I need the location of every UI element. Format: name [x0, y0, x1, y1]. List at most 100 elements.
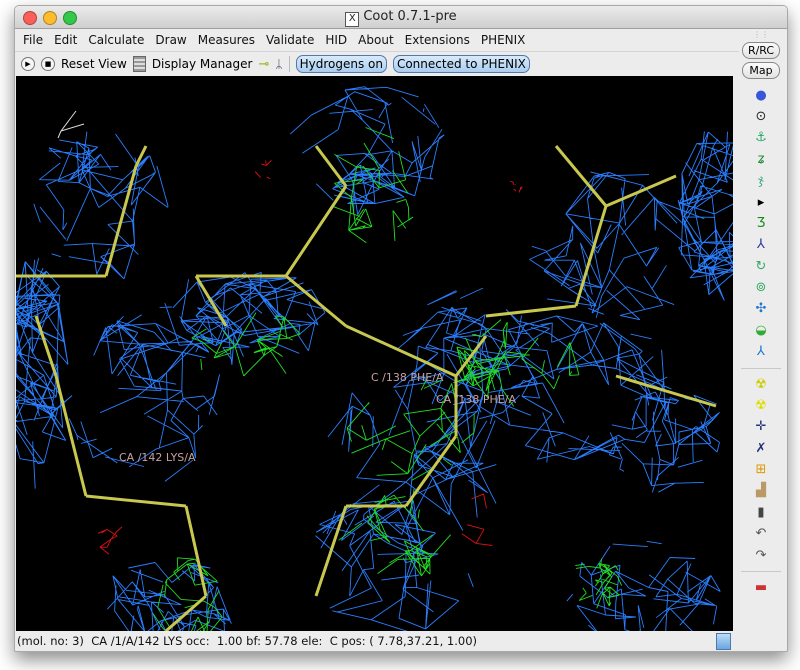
side-chain-icon[interactable]: ◒ [755, 322, 767, 338]
atom-label: C /138 PHE/A [371, 371, 444, 384]
right-toolbar: ⋮⋮ R/RC Map ● ⊙ ⚓ ʑ ჯ ▸ Ʒ ⅄ ↻ ⊚ ✣ ◒ ⅄ ☢ ☢ ✛ ✗ ⊞ ▟ ▮ ↶ ↷ ▬ [735, 30, 787, 632]
3d-viewport[interactable]: C /138 PHE/A CA /138 PHE/A CA /142 LYS/A [16, 76, 733, 631]
real-space-refine-icon[interactable]: Ʒ [756, 215, 766, 231]
coot-window: X Coot 0.7.1-pre File Edit Calculate Draw… [14, 5, 788, 652]
bond [165, 594, 207, 631]
place-atom-icon[interactable]: ✗ [755, 440, 767, 456]
electron-density-mesh [678, 131, 733, 301]
electron-density-mesh-lines [480, 315, 672, 463]
electron-density-mesh [566, 540, 721, 631]
bond [615, 374, 717, 408]
electron-density-mesh [315, 484, 474, 631]
difference-map-negative [97, 526, 123, 555]
bond [314, 505, 348, 597]
menu-measures[interactable]: Measures [197, 33, 255, 47]
difference-map-negative [461, 493, 493, 546]
rigid-body-icon[interactable]: ʑ [757, 151, 765, 167]
hydrogens-toggle[interactable]: Hydrogens on [295, 55, 387, 73]
electron-density-mesh-lines [33, 131, 169, 280]
difference-map-negative [254, 159, 272, 180]
electron-density-mesh [480, 315, 672, 463]
toolbar-separator [288, 56, 290, 72]
bond [284, 185, 348, 277]
flip-peptide-icon[interactable]: ✣ [755, 301, 767, 317]
bond [605, 174, 677, 208]
electron-density-mesh [529, 171, 705, 321]
electron-density-mesh-lines [289, 86, 445, 215]
bond [574, 205, 608, 307]
display-manager-button[interactable]: Display Manager [151, 57, 253, 71]
menu-phenix[interactable]: PHENIX [480, 33, 526, 47]
bond [104, 165, 138, 277]
difference-map-positive [338, 488, 452, 577]
menu-draw[interactable]: Draw [155, 33, 187, 47]
bond [85, 494, 187, 508]
difference-map-negative-lines [461, 493, 493, 546]
rotamer-icon[interactable]: ↻ [755, 258, 767, 274]
menu-file[interactable]: File [23, 33, 44, 47]
hydrogen-molecule-icon[interactable]: ᛦ [275, 57, 283, 71]
undo-icon[interactable]: ↶ [755, 526, 767, 542]
status-indicator [716, 633, 731, 650]
forward-icon[interactable]: ▶ [21, 57, 35, 71]
axes-indicator [57, 110, 85, 139]
add-terminal-icon[interactable]: ⊞ [755, 462, 767, 478]
main-toolbar: ▶ ■ Reset View Display Manager ⊸ ᛦ Hydro… [15, 51, 739, 76]
rotate-translate-icon[interactable]: ⊙ [755, 109, 767, 125]
menu-calculate[interactable]: Calculate [88, 33, 145, 47]
torsion-icon[interactable]: ⊚ [755, 280, 767, 296]
menu-extensions[interactable]: Extensions [404, 33, 470, 47]
electron-density-mesh [106, 562, 232, 631]
zoom-button[interactable] [63, 11, 77, 25]
mutate-icon[interactable]: ☢ [755, 376, 767, 392]
add-atom-icon[interactable]: ✛ [755, 419, 767, 435]
menu-bar: File Edit Calculate Draw Measures Valida… [15, 29, 787, 51]
clear-icon[interactable]: ▟ [756, 483, 766, 499]
bond [194, 275, 228, 327]
auto-fit-rotamer-icon[interactable]: ⅄ [757, 344, 765, 360]
difference-map-positive [575, 558, 623, 609]
arrow-icon[interactable]: ▸ [757, 194, 765, 210]
electron-density-mesh-lines [16, 257, 73, 489]
electron-density-mesh [68, 314, 221, 482]
delete-icon[interactable]: ▮ [757, 504, 765, 520]
minimize-button[interactable] [43, 11, 57, 25]
electron-density-mesh-lines [566, 540, 721, 631]
bond [134, 145, 148, 167]
anchor-icon[interactable]: ⚓ [755, 130, 767, 146]
molecule-map-scene[interactable]: C /138 PHE/A CA /138 PHE/A CA /142 LYS/A [16, 76, 733, 631]
go-to-atom-icon[interactable]: ⊸ [258, 56, 270, 72]
display-manager-icon [132, 56, 146, 72]
bond [184, 505, 208, 597]
difference-map-negative [510, 180, 523, 193]
menu-about[interactable]: About [358, 33, 394, 47]
flag-icon[interactable]: ▬ [754, 579, 768, 595]
electron-density-mesh [289, 86, 445, 215]
electron-density-mesh-lines [68, 314, 221, 482]
bond [54, 375, 88, 497]
reset-view-button[interactable]: Reset View [61, 57, 127, 71]
electron-density-mesh-lines [678, 131, 733, 301]
menu-edit[interactable]: Edit [54, 33, 78, 47]
sphere-refine-icon[interactable]: ● [755, 87, 767, 103]
bond [34, 315, 58, 377]
electron-density-mesh-lines [529, 171, 705, 321]
electron-density-mesh-lines [315, 484, 474, 631]
stop-icon[interactable]: ■ [41, 57, 55, 71]
menu-hid[interactable]: HID [325, 33, 348, 47]
ligand-fit-icon[interactable]: ჯ [758, 173, 764, 189]
map-button[interactable]: Map [742, 62, 780, 79]
radiation-icon[interactable]: ☢ [755, 397, 767, 413]
close-button[interactable] [23, 11, 37, 25]
bond [285, 274, 347, 328]
rrc-button[interactable]: R/RC [742, 42, 780, 59]
regularize-icon[interactable]: ⅄ [757, 237, 765, 253]
redo-icon[interactable]: ↷ [755, 547, 767, 563]
bond [314, 145, 348, 187]
electron-density-mesh [608, 376, 720, 493]
electron-density-mesh [327, 345, 497, 564]
electron-density-mesh-lines [327, 345, 497, 564]
menu-validate[interactable]: Validate [266, 33, 315, 47]
drag-handle[interactable]: ⋮⋮ [753, 30, 769, 39]
phenix-connection-button[interactable]: Connected to PHENIX [392, 55, 530, 73]
